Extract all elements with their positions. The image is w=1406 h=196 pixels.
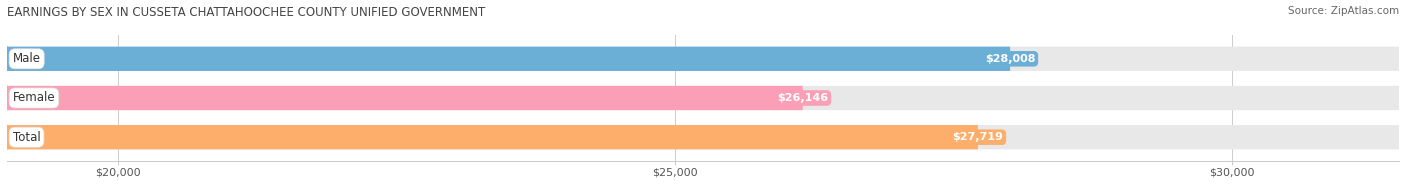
Text: $27,719: $27,719: [952, 132, 1004, 142]
Text: $28,008: $28,008: [984, 54, 1035, 64]
Text: Source: ZipAtlas.com: Source: ZipAtlas.com: [1288, 6, 1399, 16]
Text: Male: Male: [13, 52, 41, 65]
Text: Female: Female: [13, 92, 55, 104]
FancyBboxPatch shape: [7, 86, 1399, 110]
FancyBboxPatch shape: [7, 125, 979, 149]
Text: Total: Total: [13, 131, 41, 144]
FancyBboxPatch shape: [7, 125, 1399, 149]
Text: EARNINGS BY SEX IN CUSSETA CHATTAHOOCHEE COUNTY UNIFIED GOVERNMENT: EARNINGS BY SEX IN CUSSETA CHATTAHOOCHEE…: [7, 6, 485, 19]
FancyBboxPatch shape: [7, 47, 1399, 71]
FancyBboxPatch shape: [7, 47, 1010, 71]
Text: $26,146: $26,146: [778, 93, 828, 103]
FancyBboxPatch shape: [7, 86, 803, 110]
